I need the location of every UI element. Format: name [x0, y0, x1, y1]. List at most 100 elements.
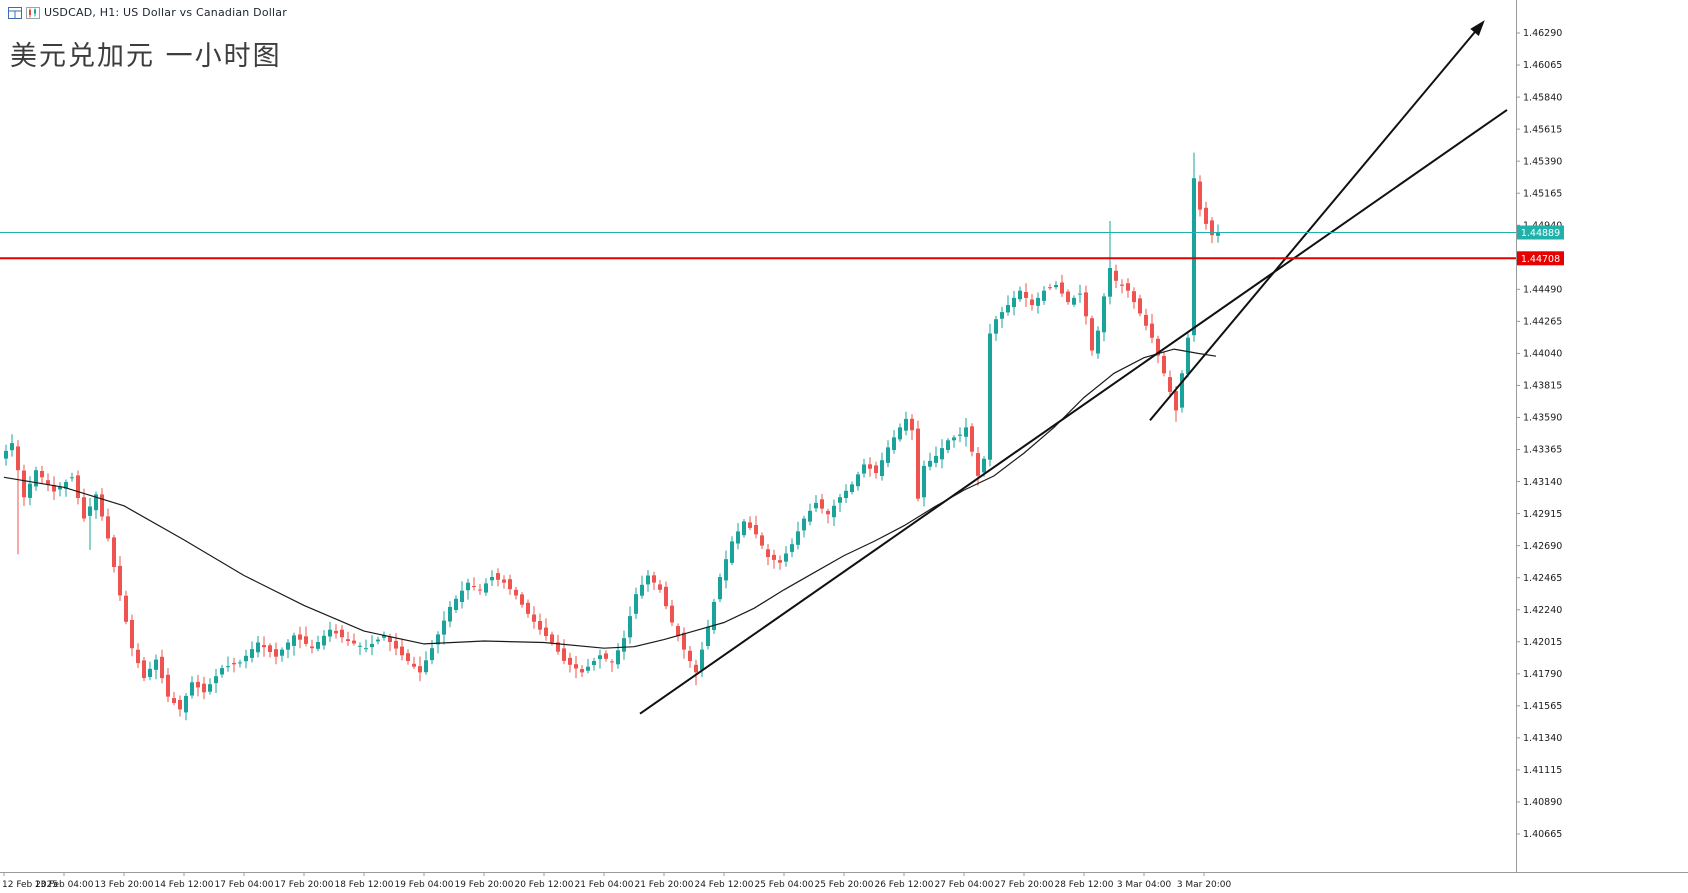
candle-body — [712, 601, 716, 630]
price-axis[interactable]: 1.46290 1.46065 1.45840 1.45615 1.45390 1.451… — [1516, 28, 1562, 840]
bid-price-line-badge — [1517, 225, 1564, 240]
candle-body — [346, 639, 350, 641]
candle-body — [130, 620, 134, 649]
candle-body — [1180, 373, 1184, 408]
candle-body — [1132, 291, 1136, 303]
support-trendline[interactable] — [639, 109, 1508, 715]
candle-body — [832, 505, 836, 518]
candle-body — [256, 642, 260, 653]
candle-body — [550, 634, 554, 643]
candle-body — [1030, 299, 1034, 305]
candle-body — [178, 700, 182, 710]
candle-body — [28, 483, 32, 498]
candle-body — [1108, 268, 1112, 297]
time-tick-label: 27 Feb 04:00 — [934, 880, 993, 890]
trendlines[interactable] — [639, 20, 1508, 715]
candle-body — [1066, 291, 1070, 303]
price-tick-label: 1.41340 — [1523, 733, 1562, 744]
candle-body — [88, 506, 92, 516]
candle-body — [490, 577, 494, 581]
price-tick-label: 1.43140 — [1523, 477, 1562, 488]
candle-body — [1204, 207, 1208, 224]
price-tick-label: 1.46065 — [1523, 60, 1562, 71]
candle-body — [982, 458, 986, 473]
time-tick-label: 17 Feb 20:00 — [274, 880, 333, 890]
price-tick-label: 1.45615 — [1523, 124, 1562, 135]
candle-body — [286, 642, 290, 650]
candle-body — [1006, 305, 1010, 313]
price-tick-label: 1.42690 — [1523, 541, 1562, 552]
time-tick-label: 17 Feb 04:00 — [214, 880, 273, 890]
time-tick-label: 13 Feb 20:00 — [94, 880, 153, 890]
candle-body — [1186, 337, 1190, 375]
time-tick-label: 20 Feb 12:00 — [514, 880, 573, 890]
moving-average-line[interactable] — [3, 348, 1217, 649]
candle-body — [16, 446, 20, 471]
candle-body — [616, 650, 620, 665]
time-tick-label: 3 Mar 04:00 — [1117, 880, 1172, 890]
candle-body — [172, 698, 176, 703]
candle-body — [316, 642, 320, 649]
time-tick-label: 25 Feb 04:00 — [754, 880, 813, 890]
candle-body — [358, 645, 362, 647]
ohlc-table-icon — [8, 6, 22, 19]
candle-body — [418, 666, 422, 673]
candle-body — [766, 549, 770, 557]
candle-body — [118, 565, 122, 596]
candle-body — [250, 649, 254, 658]
candle-body — [700, 649, 704, 671]
candle-body — [334, 630, 338, 634]
candle-body — [778, 560, 782, 563]
candle-body — [970, 426, 974, 452]
candle-body — [1174, 391, 1178, 411]
candle-body — [1216, 232, 1220, 236]
candle-body — [1048, 287, 1052, 289]
candle-body — [436, 634, 440, 645]
price-levels[interactable]: 1.44889 1.44708 — [0, 225, 1564, 266]
candle-body — [1084, 292, 1088, 317]
candle-body — [1042, 290, 1046, 301]
price-tick-label: 1.41565 — [1523, 701, 1562, 712]
time-tick-label: 26 Feb 12:00 — [874, 880, 933, 890]
candle-body — [538, 621, 542, 630]
candle-body — [304, 636, 308, 644]
candle-body — [1150, 323, 1154, 338]
candle-body — [1060, 282, 1064, 294]
time-tick-label: 18 Feb 12:00 — [334, 880, 393, 890]
time-tick-label: 25 Feb 20:00 — [814, 880, 873, 890]
candle-body — [1000, 312, 1004, 319]
candle-body — [472, 586, 476, 587]
candle-body — [196, 681, 200, 688]
candle-body — [460, 590, 464, 602]
candle-body — [844, 490, 848, 498]
candle-body — [1126, 283, 1130, 291]
price-tick-label: 1.44265 — [1523, 317, 1562, 328]
candle-body — [292, 635, 296, 646]
candle-body — [898, 427, 902, 440]
candle-body — [262, 645, 266, 648]
projection-arrow-line[interactable] — [1149, 28, 1478, 421]
candle-body — [1102, 296, 1106, 333]
candle-body — [688, 650, 692, 661]
candle-body — [442, 620, 446, 635]
candle-body — [1090, 318, 1094, 351]
time-tick-label: 27 Feb 20:00 — [994, 880, 1053, 890]
candle-body — [1156, 338, 1160, 356]
time-tick-label: 24 Feb 12:00 — [694, 880, 753, 890]
candle-body — [628, 616, 632, 638]
candle-body — [604, 653, 608, 659]
candle-body — [760, 535, 764, 546]
price-tick-label: 1.43365 — [1523, 445, 1562, 456]
candle-body — [520, 594, 524, 605]
time-tick-label: 21 Feb 20:00 — [634, 880, 693, 890]
symbol-header: USDCAD, H1: US Dollar vs Canadian Dollar — [8, 6, 287, 19]
candle-body — [64, 482, 68, 489]
time-tick-label: 14 Feb 12:00 — [154, 880, 213, 890]
candle-body — [556, 642, 560, 652]
candle-body — [502, 579, 506, 583]
candle-body — [592, 661, 596, 665]
candle-body — [454, 598, 458, 610]
